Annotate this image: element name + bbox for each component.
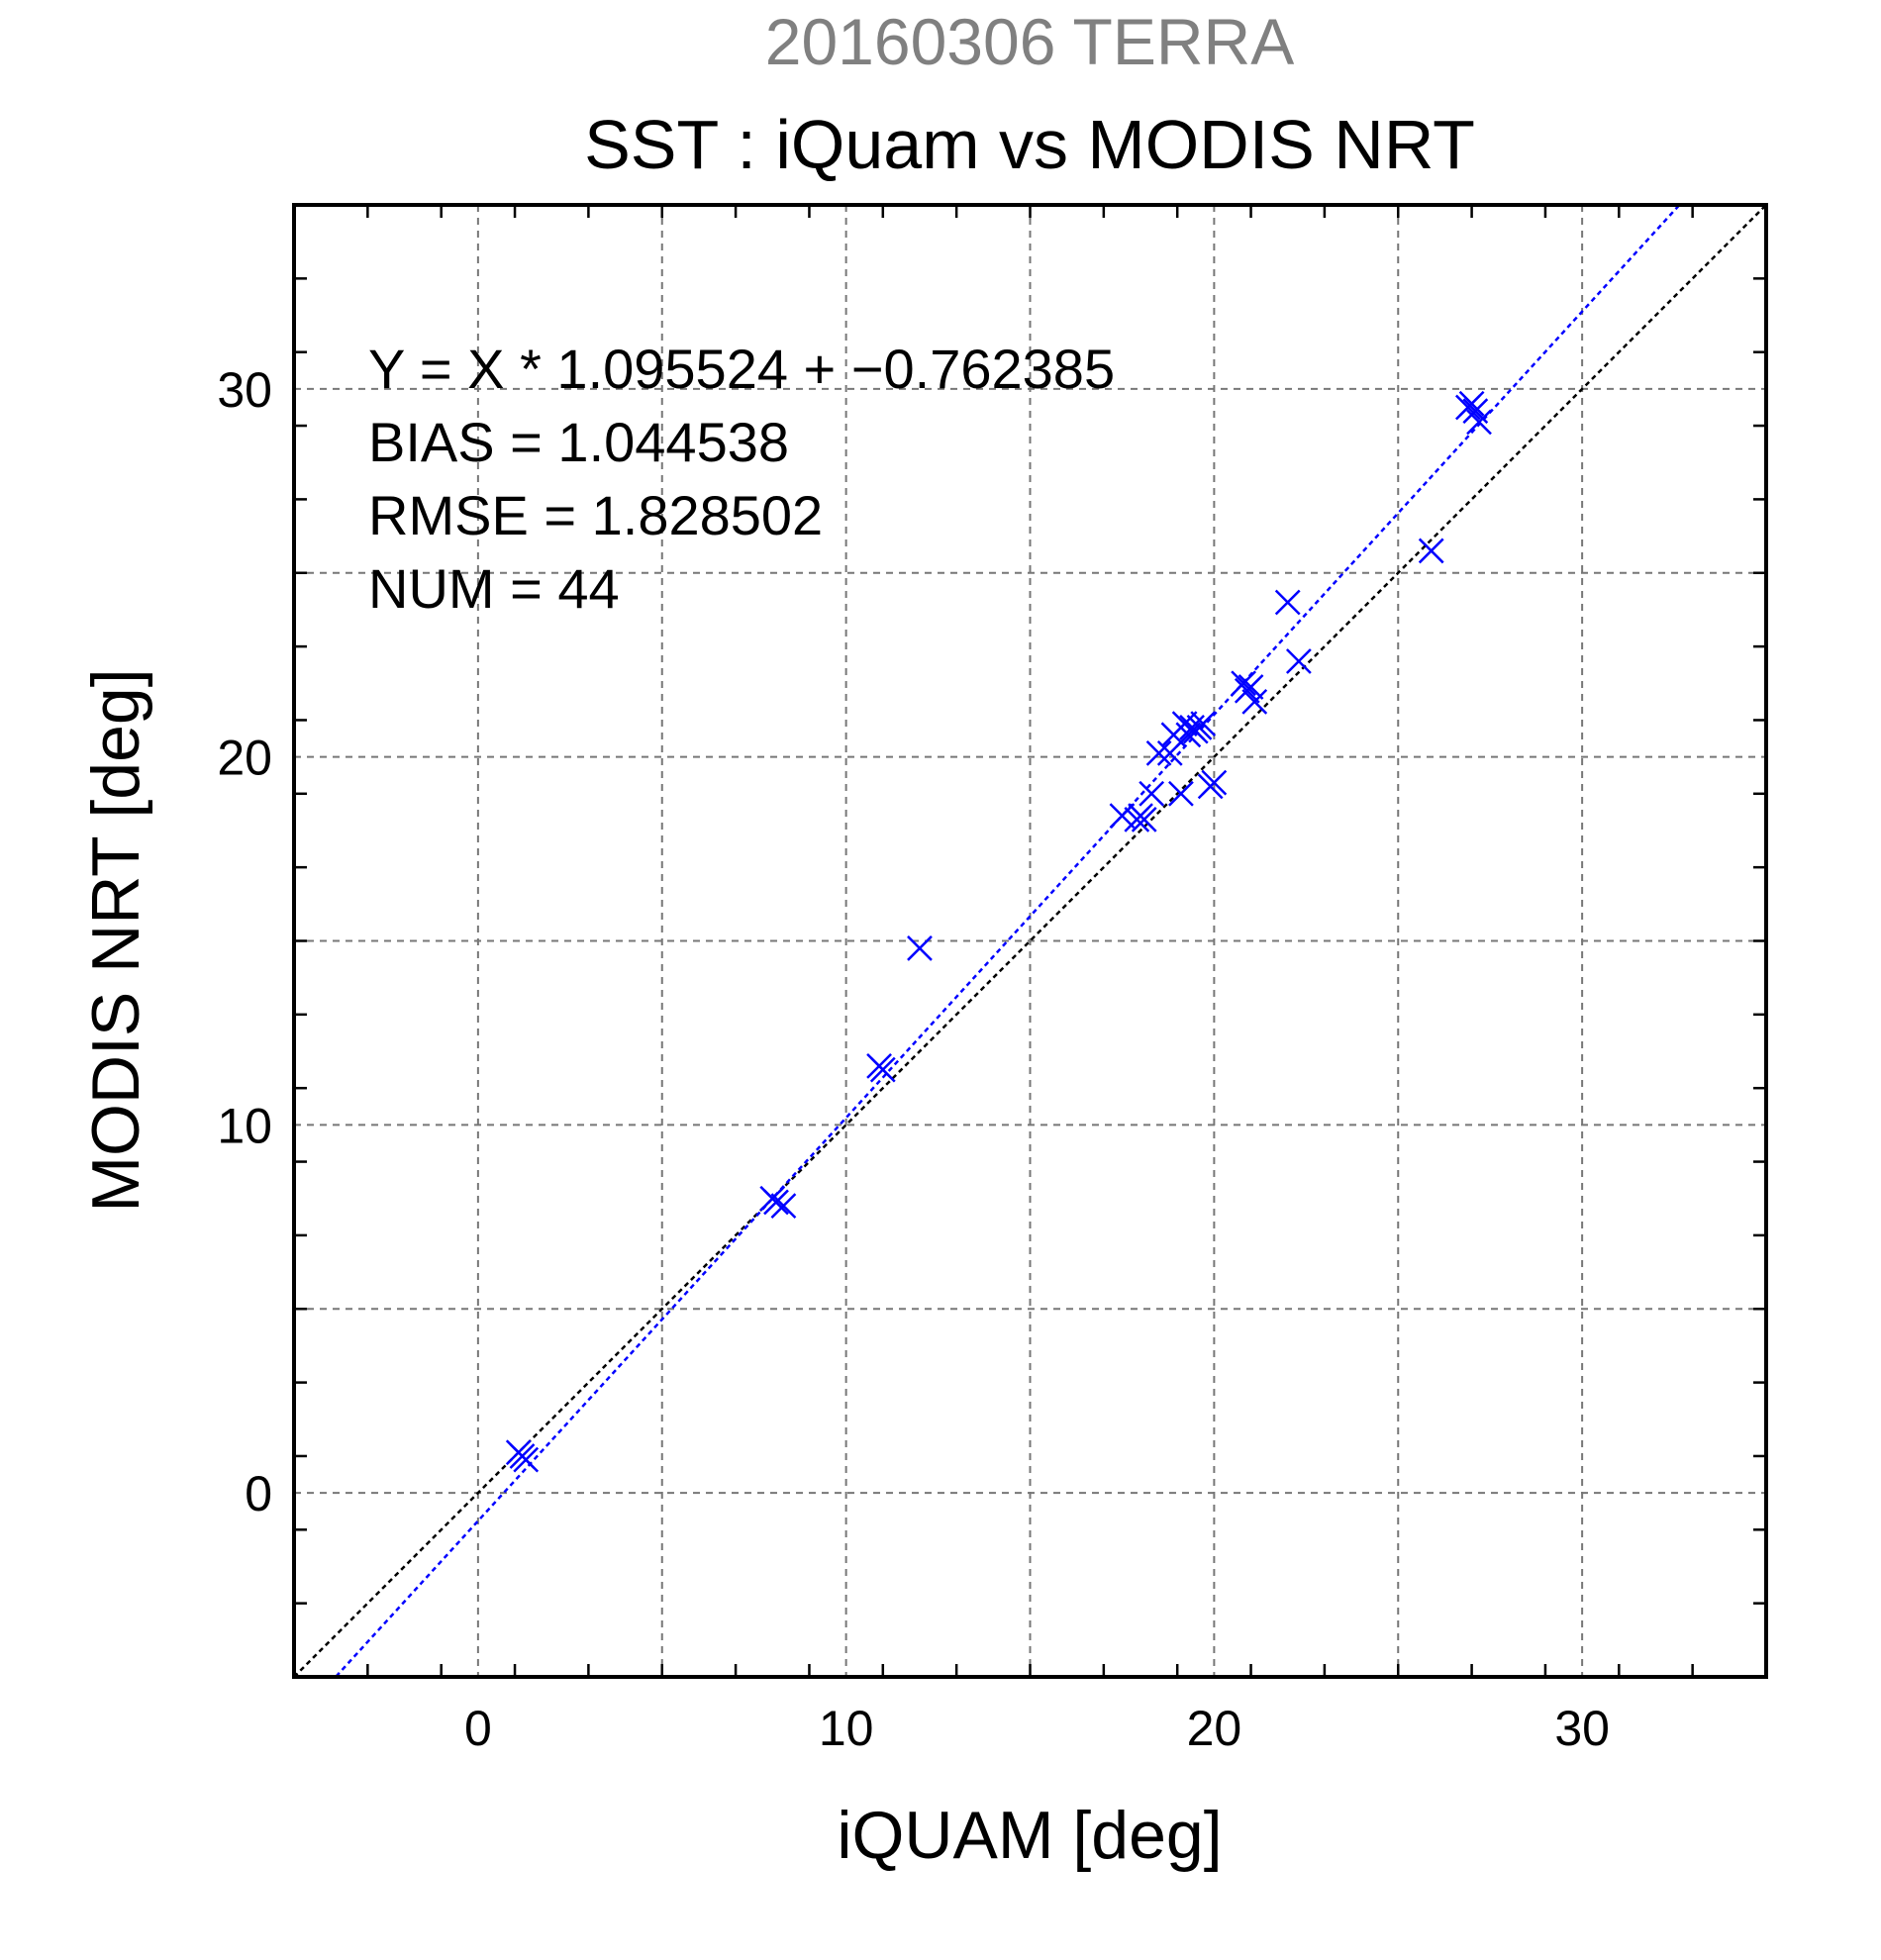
y-tick-labels: 0 10 20 30	[217, 362, 272, 1521]
data-point	[1238, 674, 1264, 700]
data-point	[1231, 670, 1256, 697]
data-point	[1285, 648, 1312, 674]
data-point	[770, 1193, 797, 1220]
num-value: NUM = 44	[368, 557, 620, 620]
data-point	[1168, 780, 1194, 807]
bias-value: BIAS = 1.044538	[368, 411, 789, 473]
data-point	[763, 1189, 789, 1216]
data-point	[513, 1446, 540, 1473]
chart-title-date: 20160306 TERRA	[765, 5, 1294, 78]
data-point	[1458, 390, 1485, 417]
y-tick-label: 10	[217, 1098, 272, 1153]
data-point	[1241, 688, 1268, 715]
x-tick-label: 30	[1554, 1701, 1610, 1756]
regression-fit-line	[334, 205, 1682, 1677]
data-point	[1274, 589, 1301, 616]
data-point	[1466, 409, 1492, 436]
data-point	[1418, 538, 1444, 564]
data-point	[1145, 740, 1172, 766]
axis-ticks	[294, 205, 1766, 1677]
data-point	[1201, 769, 1228, 796]
regression-equation: Y = X * 1.095524 + −0.762385	[368, 338, 1115, 400]
y-tick-label: 30	[217, 362, 272, 418]
data-point	[1131, 806, 1157, 833]
y-axis-label: MODIS NRT [deg]	[78, 668, 153, 1212]
data-point	[1138, 780, 1165, 807]
data-point	[1175, 722, 1202, 748]
stats-box: Y = X * 1.095524 + −0.762385 BIAS = 1.04…	[368, 338, 1115, 620]
data-points	[505, 390, 1492, 1473]
x-tick-label: 20	[1187, 1701, 1242, 1756]
data-point	[1190, 711, 1217, 737]
x-tick-label: 10	[819, 1701, 874, 1756]
rmse-value: RMSE = 1.828502	[368, 484, 823, 546]
x-tick-labels: 0 10 20 30	[464, 1701, 1610, 1756]
grid-lines	[294, 205, 1766, 1677]
chart-title: SST : iQuam vs MODIS NRT	[584, 106, 1475, 183]
data-point	[1109, 803, 1136, 829]
data-point	[869, 1056, 896, 1083]
data-point	[907, 935, 933, 961]
reference-lines	[294, 205, 1766, 1677]
y-tick-label: 0	[245, 1466, 272, 1521]
x-tick-label: 0	[464, 1701, 492, 1756]
y-tick-label: 20	[217, 731, 272, 786]
x-axis-label: iQUAM [deg]	[837, 1798, 1222, 1873]
